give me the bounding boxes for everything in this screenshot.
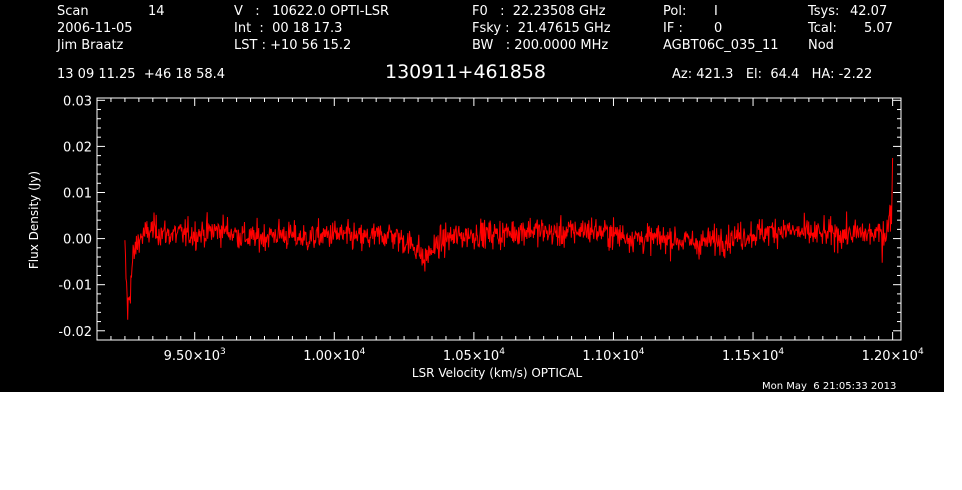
observer-name: Jim Braatz [57, 38, 124, 53]
tcal-label: Tcal: [808, 21, 837, 36]
y-tick-label: -0.02 [58, 325, 92, 340]
rest-frequency: F0 : 22.23508 GHz [472, 4, 606, 19]
x-axis-ticks: 9.50×103 1.00×104 1.05×104 1.10×104 1.15×104… [96, 98, 924, 364]
bandwidth: BW : 200.0000 MHz [472, 38, 609, 53]
if-value: 0 [714, 21, 723, 36]
tcal-value: 5.07 [864, 21, 893, 36]
x-tick-label: 9.50×103 [164, 347, 226, 364]
x-tick-label: 1.10×104 [582, 347, 644, 364]
x-tick-label: 1.05×104 [443, 347, 505, 364]
velocity-info: V : 10622.0 OPTI-LSR [234, 4, 390, 19]
tsys-value: 42.07 [850, 4, 888, 19]
spectrum-trace [124, 157, 894, 320]
obs-date: 2006-11-05 [57, 21, 133, 36]
x-tick-label: 1.15×104 [722, 347, 784, 364]
plot-timestamp: Mon May 6 21:05:33 2013 [762, 381, 897, 392]
x-axis-label: LSR Velocity (km/s) OPTICAL [412, 366, 583, 380]
lst-info: LST : +10 56 15.2 [234, 38, 352, 53]
sky-frequency: Fsky : 21.47615 GHz [472, 21, 611, 36]
y-tick-label: 0.02 [63, 140, 92, 155]
integration-time: Int : 00 18 17.3 [234, 21, 343, 36]
if-label: IF : [663, 21, 683, 36]
source-name: 130911+461858 [385, 61, 546, 83]
x-tick-label: 1.20×104 [862, 347, 924, 364]
y-axis-ticks: -0.02 -0.01 0.00 0.01 0.02 0.03 [58, 94, 901, 340]
y-tick-label: 0.00 [63, 233, 92, 248]
az-el-ha: Az: 421.3 El: 64.4 HA: -2.22 [672, 67, 873, 82]
scan-value: 14 [148, 4, 165, 19]
plot-frame [96, 97, 902, 341]
x-tick-label: 1.00×104 [303, 347, 365, 364]
y-tick-label: 0.01 [63, 186, 92, 201]
tsys-label: Tsys: [808, 4, 840, 19]
pol-label: Pol: [663, 4, 687, 19]
scan-label: Scan [57, 4, 89, 19]
pol-value: I [714, 4, 718, 19]
obs-mode: Nod [808, 38, 834, 53]
plot-panel: Scan 14 2006-11-05 Jim Braatz V : 10622.… [0, 0, 944, 392]
y-axis-label: Flux Density (Jy) [27, 171, 41, 269]
y-tick-label: -0.01 [58, 279, 92, 294]
project-id: AGBT06C_035_11 [663, 38, 779, 53]
y-tick-label: 0.03 [63, 94, 92, 109]
source-coordinates: 13 09 11.25 +46 18 58.4 [57, 67, 226, 82]
spectrum-chart: -0.02 -0.01 0.00 0.01 0.02 0.03 9.50×103 1.00×… [27, 94, 924, 380]
